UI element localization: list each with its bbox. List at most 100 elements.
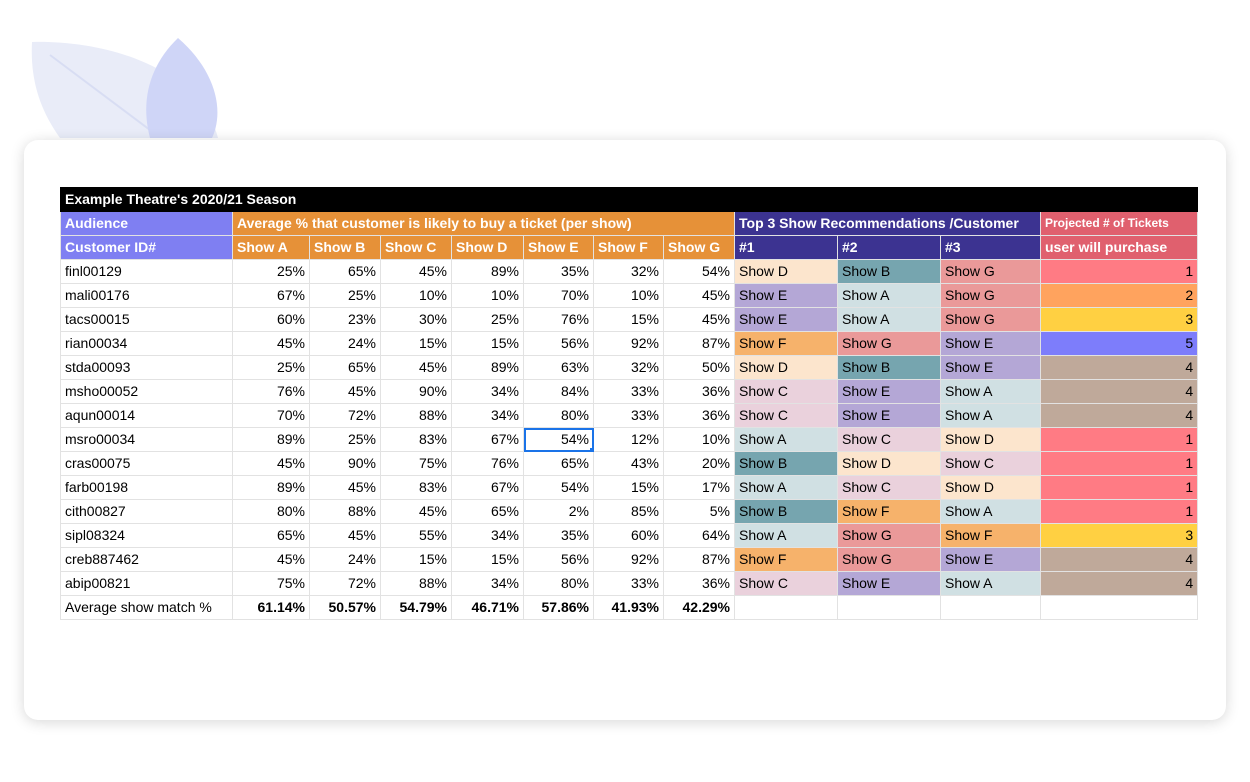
percent-cell: 30%: [380, 307, 452, 332]
percent-cell: 45%: [663, 283, 735, 308]
customer-id: stda00093: [60, 355, 233, 380]
data-row: finl00129 25% 65% 45% 89% 35% 32% 54% Show D Show…: [60, 259, 1199, 284]
recommendation-cell: Show E: [734, 307, 838, 332]
column-header: #3: [940, 235, 1041, 260]
recommendation-cell: Show D: [734, 355, 838, 380]
percent-cell: 70%: [232, 403, 310, 428]
recommendation-cell: Show B: [837, 259, 941, 284]
empty-cell: [734, 595, 838, 620]
percent-cell: 80%: [523, 571, 594, 596]
data-row: sipl08324 65% 45% 55% 34% 35% 60% 64% Show A Show…: [60, 523, 1199, 548]
leaf-vein: [49, 54, 151, 131]
percent-cell: 63%: [523, 355, 594, 380]
percent-cell: 45%: [232, 547, 310, 572]
percent-cell: 36%: [663, 403, 735, 428]
recommendation-cell: Show G: [940, 307, 1041, 332]
percent-cell: 36%: [663, 379, 735, 404]
percent-cell: 50%: [663, 355, 735, 380]
percent-cell: 89%: [232, 427, 310, 452]
customer-id: creb887462: [60, 547, 233, 572]
recommendation-cell: Show G: [940, 283, 1041, 308]
recommendation-cell: Show G: [837, 547, 941, 572]
group-header: Projected # of Tickets: [1039, 211, 1199, 236]
sheet-body: Example Theatre's 2020/21 Season Audience…: [59, 187, 1199, 620]
percent-cell: 76%: [523, 307, 594, 332]
recommendation-cell: Show A: [734, 523, 838, 548]
percent-cell: 84%: [523, 379, 594, 404]
recommendation-cell: Show A: [734, 475, 838, 500]
data-row: rian00034 45% 24% 15% 15% 56% 92% 87% Show F Show…: [60, 331, 1199, 356]
percent-cell: 34%: [451, 523, 524, 548]
percent-cell: 88%: [309, 499, 381, 524]
percent-cell: 12%: [593, 427, 664, 452]
recommendation-cell: Show A: [940, 499, 1041, 524]
percent-cell: 25%: [309, 427, 381, 452]
recommendation-cell: Show E: [940, 355, 1041, 380]
percent-cell: 90%: [380, 379, 452, 404]
percent-cell: 15%: [380, 331, 452, 356]
percent-cell: 10%: [663, 427, 735, 452]
ticket-cell: 3: [1039, 307, 1199, 332]
recommendation-cell: Show D: [734, 259, 838, 284]
percent-cell: 35%: [523, 259, 594, 284]
percent-cell: 60%: [232, 307, 310, 332]
column-header: Show F: [593, 235, 664, 260]
average-cell: 57.86%: [523, 595, 594, 620]
ticket-cell: 2: [1039, 283, 1199, 308]
recommendation-cell: Show D: [940, 475, 1041, 500]
percent-cell: 56%: [523, 547, 594, 572]
recommendation-cell: Show C: [734, 403, 838, 428]
percent-cell: 65%: [309, 355, 381, 380]
recommendation-cell: Show A: [940, 379, 1041, 404]
data-row: creb887462 45% 24% 15% 15% 56% 92% 87% Show F Sho…: [60, 547, 1199, 572]
recommendation-cell: Show E: [940, 331, 1041, 356]
average-cell: 61.14%: [232, 595, 310, 620]
percent-cell: 92%: [593, 331, 664, 356]
average-cell: 42.29%: [663, 595, 735, 620]
percent-cell: 70%: [523, 283, 594, 308]
title-row: Example Theatre's 2020/21 Season: [59, 187, 1199, 212]
percent-cell: 5%: [663, 499, 735, 524]
column-header: Show C: [380, 235, 452, 260]
percent-cell: 15%: [380, 547, 452, 572]
percent-cell: 54%: [523, 427, 594, 452]
percent-cell: 92%: [593, 547, 664, 572]
percent-cell: 54%: [523, 475, 594, 500]
percent-cell: 25%: [309, 283, 381, 308]
percent-cell: 15%: [451, 547, 524, 572]
percent-cell: 34%: [451, 379, 524, 404]
group-header-row: Audience Average % that customer is likel…: [60, 211, 1199, 236]
percent-cell: 10%: [380, 283, 452, 308]
percent-cell: 67%: [451, 475, 524, 500]
percent-cell: 25%: [451, 307, 524, 332]
recommendation-cell: Show F: [837, 499, 941, 524]
ticket-cell: 3: [1039, 523, 1199, 548]
percent-cell: 17%: [663, 475, 735, 500]
ticket-cell: 5: [1039, 331, 1199, 356]
column-header: Customer ID#: [60, 235, 233, 260]
footer-row: Average show match % 61.14% 50.57% 54.79% 46…: [60, 595, 1199, 620]
percent-cell: 32%: [593, 259, 664, 284]
percent-cell: 36%: [663, 571, 735, 596]
recommendation-cell: Show F: [734, 331, 838, 356]
sheet-title: Example Theatre's 2020/21 Season: [59, 187, 1199, 212]
percent-cell: 23%: [309, 307, 381, 332]
group-header: Audience: [60, 211, 233, 236]
average-cell: 54.79%: [380, 595, 452, 620]
percent-cell: 83%: [380, 427, 452, 452]
percent-cell: 34%: [451, 571, 524, 596]
percent-cell: 75%: [380, 451, 452, 476]
recommendation-cell: Show D: [837, 451, 941, 476]
percent-cell: 45%: [380, 259, 452, 284]
customer-id: rian00034: [60, 331, 233, 356]
percent-cell: 34%: [451, 403, 524, 428]
percent-cell: 89%: [451, 355, 524, 380]
recommendation-cell: Show E: [837, 403, 941, 428]
ticket-cell: 1: [1039, 475, 1199, 500]
percent-cell: 72%: [309, 571, 381, 596]
percent-cell: 60%: [593, 523, 664, 548]
percent-cell: 64%: [663, 523, 735, 548]
data-row: farb00198 89% 45% 83% 67% 54% 15% 17% Show A Show…: [60, 475, 1199, 500]
column-header: #1: [734, 235, 838, 260]
